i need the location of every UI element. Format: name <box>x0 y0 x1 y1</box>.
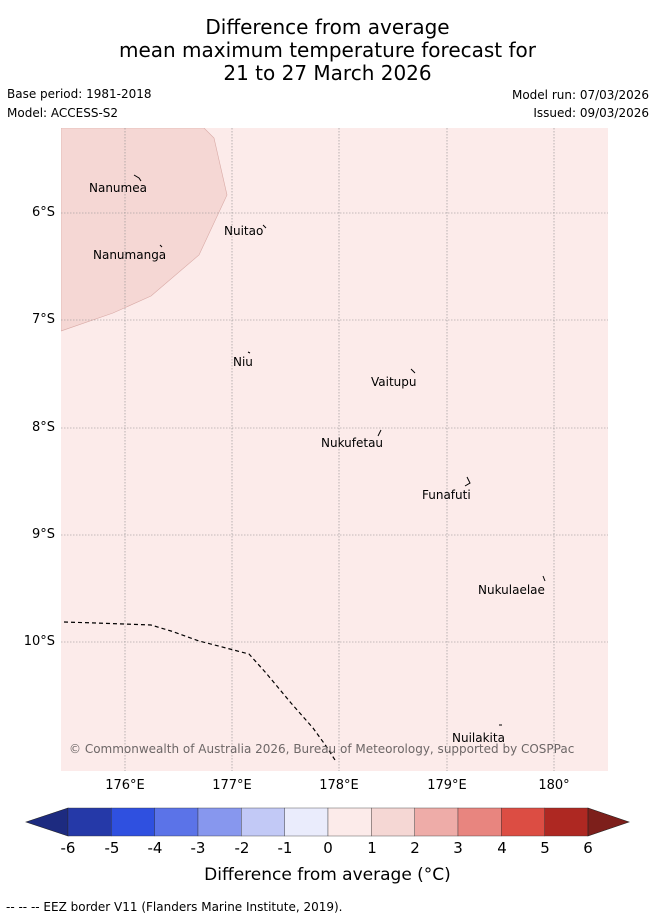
lon-label-179e: 179°E <box>427 778 467 793</box>
issued-date: Issued: 09/03/2026 <box>533 106 649 120</box>
colorbar-cells <box>67 807 589 837</box>
colorbar-tick-5: 5 <box>540 839 550 857</box>
colorbar-cell <box>327 807 372 837</box>
place-niu: Niu <box>233 355 253 369</box>
model-name: Model: ACCESS-S2 <box>7 106 119 120</box>
place-funafuti: Funafuti <box>422 488 471 502</box>
place-nanumea: Nanumea <box>89 181 147 195</box>
lon-label-177e: 177°E <box>212 778 252 793</box>
graticule <box>61 128 608 771</box>
place-vaitupu: Vaitupu <box>371 375 417 389</box>
colorbar-tick-6: 6 <box>583 839 593 857</box>
eez-legend: -- -- -- EEZ border V11 (Flanders Marine… <box>6 900 343 914</box>
colorbar-low-extend <box>25 807 69 837</box>
model-run: Model run: 07/03/2026 <box>511 88 649 102</box>
place-nukulaelae: Nukulaelae <box>478 583 545 597</box>
island-nuitao <box>262 224 267 229</box>
colorbar-high-extend <box>587 807 630 837</box>
island-nanumanga <box>159 244 163 248</box>
colorbar-tick-minus4: -4 <box>147 839 163 857</box>
title-line-1: Difference from average <box>205 15 450 39</box>
lon-label-178e: 178°E <box>319 778 359 793</box>
island-nukufetau <box>377 429 382 437</box>
colorbar-tick-0: 0 <box>323 839 333 857</box>
colorbar-cell <box>111 807 155 837</box>
colorbar-cell <box>501 807 545 837</box>
place-nuitao: Nuitao <box>224 224 264 238</box>
map-canvas <box>61 128 608 771</box>
colorbar <box>25 807 630 837</box>
colorbar-cell <box>414 807 459 837</box>
forecast-map[interactable]: Nanumea Nuitao Nanumanga Niu Vaitupu Nuk… <box>61 128 608 771</box>
place-nanumanga: Nanumanga <box>93 248 167 262</box>
colorbar-cell <box>154 807 199 837</box>
lat-label-7s: 7°S <box>31 312 55 327</box>
island-nukulaelae <box>542 575 546 582</box>
place-nukufetau: Nukufetau <box>321 436 384 450</box>
lat-label-6s: 6°S <box>31 205 55 220</box>
place-nuilakita: Nuilakita <box>452 731 505 745</box>
colorbar-cell <box>284 807 329 837</box>
colorbar-tick-minus1: -1 <box>277 839 293 857</box>
base-period: Base period: 1981-2018 <box>7 87 152 101</box>
colorbar-tick-minus2: -2 <box>234 839 250 857</box>
colorbar-tick-1: 1 <box>367 839 377 857</box>
lat-label-9s: 9°S <box>31 527 55 542</box>
colorbar-tick-minus6: -6 <box>60 839 76 857</box>
colorbar-tick-4: 4 <box>497 839 507 857</box>
eez-border <box>63 621 336 761</box>
colorbar-tick-2: 2 <box>410 839 420 857</box>
colorbar-cell <box>371 807 415 837</box>
lat-label-8s: 8°S <box>31 420 55 435</box>
colorbar-cell <box>197 807 242 837</box>
lat-label-10s: 10°S <box>23 634 55 649</box>
island-outlines <box>133 174 546 726</box>
lon-label-180: 180° <box>538 778 570 793</box>
title-line-2: mean maximum temperature forecast for <box>118 38 536 62</box>
colorbar-cell <box>544 807 589 837</box>
colorbar-cell <box>67 807 112 837</box>
colorbar-cell <box>457 807 502 837</box>
colorbar-tick-minus5: -5 <box>104 839 120 857</box>
title-line-3: 21 to 27 March 2026 <box>223 61 432 85</box>
colorbar-tick-minus3: -3 <box>190 839 206 857</box>
colorbar-tick-3: 3 <box>453 839 463 857</box>
lon-label-176e: 176°E <box>105 778 145 793</box>
colorbar-cell <box>241 807 285 837</box>
colorbar-label: Difference from average (°C) <box>204 865 451 885</box>
map-title: Difference from average mean maximum tem… <box>0 16 655 85</box>
island-funafuti <box>464 476 471 487</box>
island-niu <box>247 351 251 354</box>
warm-anomaly-region <box>61 128 228 332</box>
copyright-notice: © Commonwealth of Australia 2026, Bureau… <box>69 742 575 756</box>
island-nanumea <box>133 174 142 182</box>
island-vaitupu <box>410 368 416 374</box>
